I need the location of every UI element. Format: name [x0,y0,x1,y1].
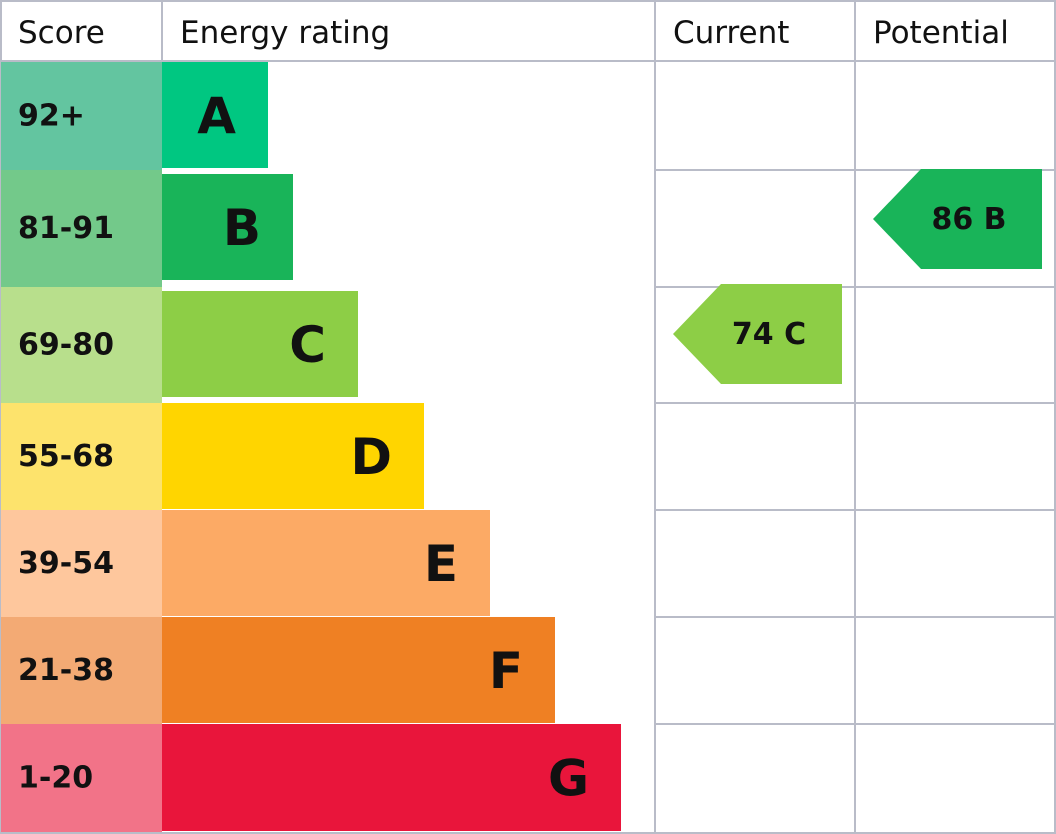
rating-letter: C [289,316,326,374]
rating-bar [162,724,621,831]
score-cell [1,287,162,403]
score-label: 92+ [18,99,85,134]
rating-arrow [873,169,1042,269]
arrow-band: B [984,202,1007,237]
arrow-value: 86 [931,202,973,237]
header-score: Score [18,15,105,51]
rating-arrow-label: 86 B [931,202,1006,237]
rating-bar [162,617,555,723]
score-label: 1-20 [18,761,93,796]
score-cell [1,403,162,510]
rating-letter: G [548,750,589,808]
rating-letter: E [424,535,458,593]
arrow-band: C [784,317,806,352]
rating-letter: D [350,428,392,486]
rating-arrow-label: 74 C [732,317,806,352]
score-cell [1,510,162,617]
rating-bar [162,510,490,616]
header-rating: Energy rating [180,15,390,51]
header-potential: Potential [873,15,1009,51]
score-cell [1,724,162,832]
rating-letter: B [223,199,261,257]
score-label: 21-38 [18,653,114,688]
arrow-value: 74 [732,317,774,352]
rating-letter: F [489,642,523,700]
rating-bar [162,291,358,397]
score-label: 55-68 [18,439,114,474]
score-cell [1,617,162,724]
rating-bar [162,62,268,168]
score-cell [1,170,162,287]
score-cell [1,62,162,170]
score-label: 39-54 [18,546,114,581]
rating-bar [162,174,293,280]
rating-arrow [673,284,842,384]
header-current: Current [673,15,789,51]
score-label: 69-80 [18,328,114,363]
rating-bar [162,403,424,509]
rating-letter: A [197,87,236,145]
score-label: 81-91 [18,211,114,246]
